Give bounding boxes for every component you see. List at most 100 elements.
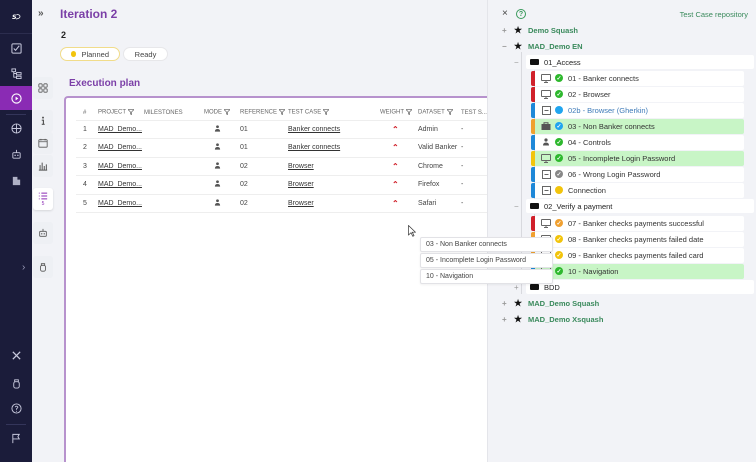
table-row[interactable]: 3 MAD_Demo... 02 Browser ⌃ Chrome - <box>76 157 496 176</box>
nav-requirements[interactable] <box>0 36 32 60</box>
nav-bugtracker[interactable] <box>0 168 32 192</box>
project-cell: MAD_Demo... <box>98 194 144 213</box>
issues-button[interactable] <box>33 256 53 278</box>
col-milestones[interactable]: MILESTONES <box>144 106 204 121</box>
tree-test-case[interactable]: ✓ 08 - Banker checks payments failed date <box>531 232 744 247</box>
test-case-cell: Banker connects <box>288 120 380 139</box>
col-number: # <box>76 106 98 121</box>
status-ready[interactable]: Ready <box>123 47 168 61</box>
project-link[interactable]: MAD_Demo... <box>98 181 142 189</box>
tree-test-case[interactable]: ✓ 05 - Incomplete Login Password <box>531 151 744 166</box>
importance-bar <box>531 103 535 118</box>
expand-icon[interactable]: + <box>502 298 507 308</box>
tree-test-case[interactable]: ✓ 04 - Controls <box>531 135 744 150</box>
status-dot-icon <box>71 51 77 57</box>
table-row[interactable]: 4 MAD_Demo... 02 Browser ⌃ Firefox - <box>76 175 496 195</box>
reference-cell: 01 <box>240 120 288 139</box>
test-case-link[interactable]: Browser <box>288 162 314 170</box>
automation-button[interactable] <box>33 222 53 244</box>
tree-project[interactable]: − ★ MAD_Demo EN <box>502 40 583 51</box>
col-mode[interactable]: MODE <box>204 106 240 121</box>
tree-folder[interactable]: − 02_Verify a payment <box>514 199 754 213</box>
test-case-link[interactable]: Browser <box>288 181 314 189</box>
importance-bar <box>531 151 535 166</box>
tree-test-case[interactable]: ✓ 07 - Banker checks payments successful <box>531 216 744 231</box>
list-icon <box>38 192 48 200</box>
expand-icon[interactable]: + <box>502 25 507 35</box>
col-test-case[interactable]: TEST CASE <box>288 106 380 121</box>
test-case-link[interactable]: Banker connects <box>288 125 341 133</box>
tree-folder[interactable]: − 01_Access <box>514 55 754 69</box>
tree-test-case[interactable]: ✓ 10 - Navigation <box>531 264 744 279</box>
iteration-reference: 2 <box>61 30 67 40</box>
expand-icon[interactable]: + <box>514 282 519 292</box>
filter-icon[interactable] <box>224 109 230 116</box>
nav-campaigns[interactable] <box>0 86 32 110</box>
filter-icon[interactable] <box>279 109 286 116</box>
collapse-icon[interactable]: − <box>514 57 519 67</box>
tree-project[interactable]: + ★ MAD_Demo Xsquash <box>502 313 604 324</box>
status-icon: ✓ <box>555 170 563 179</box>
nav-administration[interactable] <box>0 343 32 367</box>
col-weight[interactable]: WEIGHT <box>380 106 418 121</box>
tree-project[interactable]: + ★ MAD_Demo Squash <box>502 297 600 308</box>
table-row[interactable]: 1 MAD_Demo... 01 Banker connects ⌃ Admin - <box>76 120 496 139</box>
mode-cell <box>204 157 240 176</box>
filter-icon[interactable] <box>446 109 453 116</box>
folder-icon <box>530 59 539 65</box>
project-link[interactable]: MAD_Demo... <box>98 199 142 207</box>
tools-icon <box>11 350 21 360</box>
test-case-cell: Browser <box>288 194 380 213</box>
tree-test-case[interactable]: ✓ 09 - Banker checks payments failed card <box>531 248 744 263</box>
filter-icon[interactable] <box>406 109 412 116</box>
tree-test-case[interactable]: ✓ 03 - Non Banker connects <box>531 119 744 134</box>
project-link[interactable]: MAD_Demo... <box>98 162 142 170</box>
nav-home[interactable] <box>0 116 32 140</box>
tree-test-case[interactable]: Connection <box>531 183 744 198</box>
expand-icon[interactable]: + <box>502 314 507 324</box>
milestones-cell <box>144 157 204 176</box>
information-button[interactable] <box>33 110 53 132</box>
main-nav: S › <box>0 0 32 462</box>
tree-test-case[interactable]: ✓ 01 - Banker connects <box>531 71 744 86</box>
test-case-label: 02 - Browser <box>568 89 611 99</box>
nav-automation[interactable] <box>0 142 32 166</box>
table-row[interactable]: 2 MAD_Demo... 01 Banker connects ⌃ Valid Bank… <box>76 138 496 158</box>
collapse-icon[interactable]: − <box>514 201 519 211</box>
squash-logo[interactable]: S <box>0 0 32 34</box>
tree-test-case[interactable]: ✓ 06 - Wrong Login Password <box>531 167 744 182</box>
nav-help[interactable] <box>0 396 32 420</box>
close-icon[interactable]: × <box>502 8 508 19</box>
nav-test-cases[interactable] <box>0 61 32 85</box>
tree-test-case[interactable]: ✓ 02 - Browser <box>531 87 744 102</box>
mode-cell <box>204 194 240 213</box>
execution-plan-button[interactable]: 5 <box>33 188 53 210</box>
table-row[interactable]: 5 MAD_Demo... 02 Browser ⌃ Safari - <box>76 194 496 213</box>
collapse-icon[interactable]: − <box>502 41 507 51</box>
project-link[interactable]: MAD_Demo... <box>98 125 142 133</box>
tree-project[interactable]: + ★ Demo Squash <box>502 24 579 35</box>
collapse-icon[interactable]: » <box>38 8 44 19</box>
filter-icon[interactable] <box>128 109 135 116</box>
col-project[interactable]: PROJECT <box>98 106 144 121</box>
help-icon[interactable]: ? <box>516 9 526 19</box>
statistics-button[interactable] <box>33 155 53 177</box>
nav-plugins[interactable] <box>0 371 32 395</box>
status-planned-label: Planned <box>81 49 109 59</box>
nav-news[interactable] <box>0 426 32 450</box>
test-case-link[interactable]: Banker connects <box>288 144 341 152</box>
col-dataset[interactable]: DATASET <box>418 106 461 121</box>
tree-test-case[interactable]: 02b - Browser (Gherkin) <box>531 103 744 118</box>
star-icon: ★ <box>514 40 523 51</box>
dashboard-button[interactable] <box>33 77 53 99</box>
weight-cell: ⌃ <box>380 138 418 158</box>
planning-button[interactable] <box>33 132 53 154</box>
nav-expand-icon[interactable]: › <box>22 262 26 273</box>
project-link[interactable]: MAD_Demo... <box>98 144 142 152</box>
filter-icon[interactable] <box>323 109 330 116</box>
col-reference[interactable]: REFERENCE <box>240 106 288 121</box>
test-case-link[interactable]: Browser <box>288 199 314 207</box>
monitor-icon <box>541 89 551 99</box>
tree-folder[interactable]: + BDD <box>514 280 754 294</box>
status-planned[interactable]: Planned <box>60 47 120 61</box>
